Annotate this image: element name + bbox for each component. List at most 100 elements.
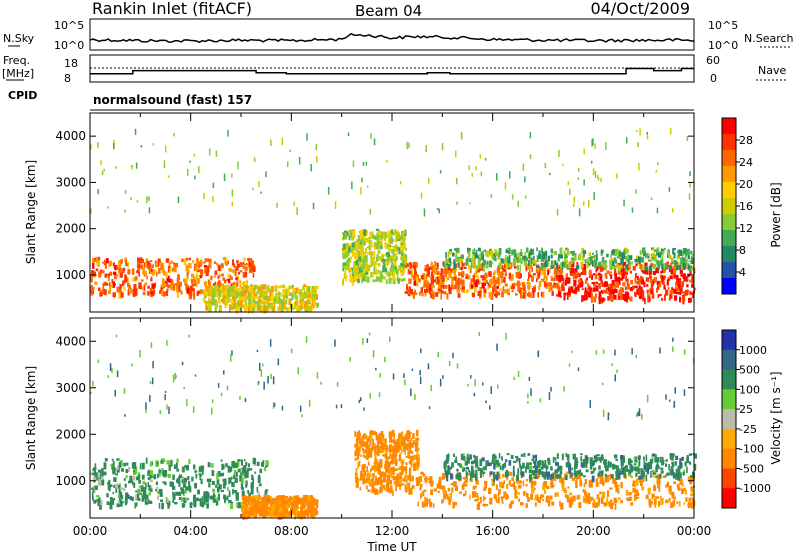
data-cell [516, 474, 519, 481]
data-cell [256, 486, 259, 493]
data-cell [140, 286, 143, 290]
data-cell [97, 359, 100, 363]
data-cell [386, 261, 390, 265]
data-cell [380, 441, 383, 448]
data-cell [231, 481, 234, 487]
data-cell [163, 283, 167, 287]
data-cell [614, 503, 617, 511]
data-cell [378, 461, 382, 468]
data-cell [657, 294, 660, 298]
data-cell [296, 298, 299, 305]
data-cell [659, 260, 662, 265]
data-cell [237, 302, 240, 307]
data-cell [569, 496, 573, 504]
data-cell [357, 278, 360, 284]
data-cell [148, 196, 150, 202]
data-cell [312, 498, 316, 505]
data-cell [352, 272, 355, 280]
data-cell [476, 254, 479, 259]
data-cell [282, 500, 285, 506]
data-cell [685, 497, 688, 502]
data-cell [239, 270, 243, 273]
data-cell [483, 293, 486, 298]
data-cell [355, 470, 358, 477]
data-cell [593, 192, 595, 200]
data-cell [262, 284, 267, 290]
data-cell [267, 376, 269, 384]
data-cell [635, 466, 639, 472]
data-cell [475, 166, 477, 171]
data-cell [229, 478, 232, 483]
data-cell [534, 260, 537, 266]
data-cell [146, 260, 150, 266]
data-cell [231, 303, 234, 306]
data-cell [269, 291, 272, 299]
data-cell [252, 272, 255, 278]
data-cell [204, 290, 208, 296]
data-cell [363, 229, 367, 236]
data-cell [589, 287, 593, 291]
data-cell [479, 154, 482, 159]
data-cell [308, 399, 311, 407]
data-cell [651, 453, 656, 457]
data-cell [222, 256, 227, 260]
data-cell [620, 277, 623, 281]
data-cell [274, 285, 278, 292]
data-cell [230, 354, 232, 362]
data-cell [391, 458, 395, 464]
data-cell [342, 243, 346, 250]
data-cell [145, 482, 147, 490]
data-cell [160, 499, 163, 502]
data-cell [485, 460, 489, 467]
data-cell [511, 289, 514, 293]
data-cell [623, 473, 626, 478]
data-cell [315, 510, 319, 514]
data-cell [205, 304, 208, 311]
data-cell [118, 292, 122, 299]
data-cell [681, 281, 684, 287]
data-cell [518, 458, 521, 465]
data-cell [218, 293, 220, 300]
data-cell [633, 466, 636, 471]
data-cell [210, 495, 213, 500]
data-cell [604, 298, 606, 302]
data-cell [535, 454, 537, 462]
data-cell [385, 279, 388, 285]
data-cell [136, 261, 139, 269]
data-cell [508, 480, 511, 486]
data-cell [381, 253, 384, 259]
data-cell [500, 271, 504, 279]
data-cell [250, 500, 253, 503]
data-cell [442, 275, 445, 282]
data-cell [182, 466, 185, 473]
data-cell [357, 434, 361, 441]
data-cell [366, 453, 370, 458]
data-cell [627, 292, 630, 300]
data-cell [435, 277, 438, 284]
data-cell [468, 165, 470, 171]
data-cell [495, 484, 498, 490]
data-cell [193, 276, 196, 283]
data-cell [409, 289, 414, 294]
data-cell [503, 491, 507, 495]
data-cell [244, 471, 247, 478]
ytick-label: 3000 [55, 175, 86, 189]
data-cell [148, 266, 152, 270]
data-cell [492, 256, 495, 261]
data-cell [675, 282, 677, 289]
data-cell [233, 281, 236, 289]
data-cell [100, 293, 103, 297]
data-cell [176, 462, 178, 469]
data-cell [411, 274, 414, 278]
data-cell [424, 291, 427, 297]
data-cell [223, 302, 226, 306]
data-cell [392, 277, 396, 285]
data-cell [94, 485, 96, 492]
data-cell [413, 464, 416, 471]
data-cell [482, 471, 484, 477]
data-cell [96, 498, 99, 503]
data-cell [194, 175, 196, 180]
data-cell [591, 496, 594, 501]
data-cell [360, 454, 362, 457]
data-cell [575, 265, 580, 270]
